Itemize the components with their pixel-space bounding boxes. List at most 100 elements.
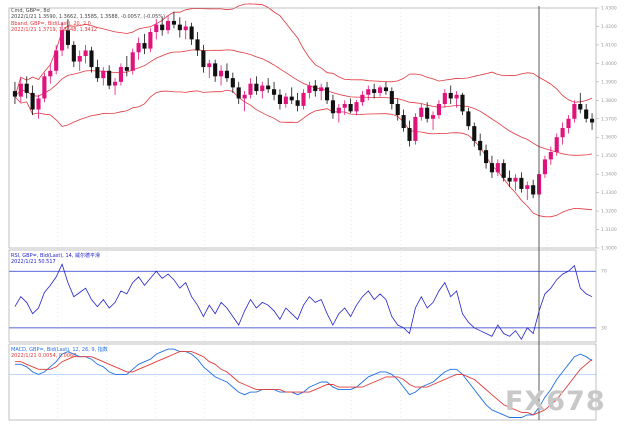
price-axis-label: 1.3900	[601, 79, 617, 85]
candle-body	[513, 177, 518, 182]
candle-body	[189, 26, 194, 40]
price-axis-label: 1.4000	[601, 61, 617, 67]
candle-body	[195, 39, 200, 51]
price-axis: 1.3000 1.3100 1.3200 1.3300 1.3400 1.3500 1.36…	[596, 6, 617, 331]
candle-body	[466, 111, 471, 127]
candle-body	[65, 30, 71, 45]
candle-body	[248, 83, 253, 95]
candle-body	[130, 52, 135, 71]
candle-body	[266, 85, 271, 90]
candle-body	[436, 104, 442, 116]
candle-body	[171, 20, 177, 25]
candle-body	[372, 89, 377, 93]
candle-body	[218, 70, 224, 77]
price-axis-label: 1.4100	[601, 42, 617, 48]
candle-body	[165, 20, 171, 31]
candle-body	[24, 83, 29, 93]
price-axis-label: 1.3200	[601, 209, 617, 215]
candle-body	[495, 163, 500, 173]
candle-body	[18, 83, 23, 97]
candle-body	[148, 32, 153, 49]
candle-body	[389, 91, 394, 104]
candle-body	[419, 107, 424, 117]
candle-body	[519, 177, 524, 189]
rsi-series	[14, 263, 593, 340]
rsi-panel-title: RSI, GBP=, Bid(Last), 14, 威尔德平滑	[11, 252, 100, 259]
price-axis-label: 1.3600	[601, 135, 617, 141]
watermark: FX678	[505, 386, 606, 417]
candle-body	[183, 26, 188, 31]
rsi-line	[9, 263, 596, 340]
bband-values: 2022/1/21 1.3719, 1.3648, 1.3412	[11, 27, 97, 33]
candle-body	[260, 85, 265, 92]
candle-body	[124, 67, 129, 71]
candle-body	[525, 185, 530, 189]
macd-panel-title: MACD, GBP=, Bid(Last), 12, 26, 9, 指数	[11, 346, 108, 353]
candle-body	[313, 85, 318, 92]
macd-values: 2022/1/21 0.0054, 0.0060	[11, 353, 76, 359]
signal-series	[14, 351, 593, 416]
candle-body	[478, 140, 483, 151]
candle-body	[584, 109, 589, 119]
candle-body	[77, 56, 82, 62]
candle-body	[572, 104, 577, 119]
candle-body	[360, 94, 365, 103]
candle-body	[136, 43, 141, 53]
price-axis-label: 1.3100	[601, 227, 617, 233]
candle-body	[271, 89, 277, 95]
candle-body	[578, 104, 583, 110]
price-axis-label: 1.3400	[601, 172, 617, 178]
candle-body	[207, 63, 212, 68]
candle-body	[112, 81, 118, 86]
candle-body	[460, 94, 465, 112]
candle-body	[489, 163, 495, 173]
candle-body	[107, 70, 112, 86]
candle-body	[413, 116, 418, 141]
candle-body	[442, 92, 447, 104]
rsi-axis-label: 30	[601, 325, 607, 331]
candle-body	[236, 87, 241, 99]
candle-body	[83, 50, 88, 56]
candle-body	[383, 87, 389, 92]
candle-body	[295, 100, 300, 106]
candle-body	[542, 159, 548, 175]
candle-body	[283, 96, 288, 104]
candle-body	[277, 94, 283, 104]
candle-body	[118, 67, 124, 82]
candlesticks	[12, 11, 595, 200]
candle-body	[160, 24, 165, 31]
price-ohlc-line: 2022/1/21 1.3590, 1.3662, 1.3585, 1.3588…	[11, 14, 165, 20]
candle-body	[336, 107, 341, 114]
candle-body	[71, 44, 76, 62]
candle-body	[289, 96, 294, 101]
candle-body	[224, 70, 230, 79]
price-panel-title: Cmd, GBP=, 8d	[11, 8, 50, 14]
candle-body	[254, 83, 259, 92]
candle-body	[319, 87, 324, 92]
candle-body	[342, 104, 347, 108]
candle-body	[48, 70, 53, 77]
candle-body	[154, 24, 159, 32]
rsi-axis-label: 70	[601, 269, 607, 275]
price-axis-label: 1.3700	[601, 116, 617, 122]
rsi-value: 2022/1/21 50.517	[11, 259, 56, 265]
candle-body	[483, 150, 489, 164]
candle-body	[12, 91, 18, 97]
candle-body	[89, 50, 94, 68]
candle-body	[566, 118, 571, 128]
rsi-panel-frame	[8, 249, 597, 343]
candle-body	[142, 43, 147, 49]
candle-body	[425, 107, 430, 119]
candle-body	[507, 177, 512, 182]
candle-body	[554, 137, 559, 152]
price-axis-label: 1.4300	[601, 6, 617, 12]
candle-body	[501, 163, 506, 178]
candle-body	[201, 50, 206, 68]
candle-body	[407, 128, 412, 141]
candle-body	[560, 128, 565, 138]
candle-body	[366, 89, 371, 95]
price-axis-label: 1.3800	[601, 98, 617, 104]
candle-body	[301, 92, 306, 106]
